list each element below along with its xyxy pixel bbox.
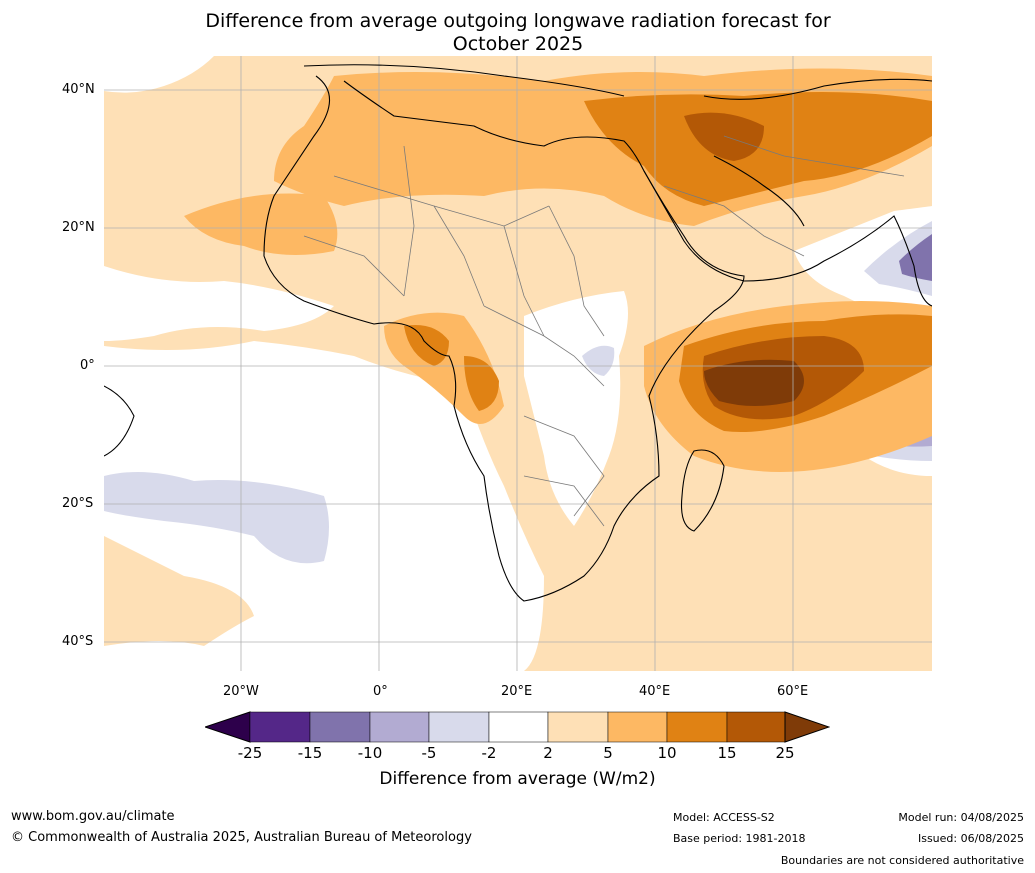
colorbar-segment-5 (488, 711, 549, 743)
colorbar-segment-1 (249, 711, 311, 743)
footer-url[interactable]: www.bom.gov.au/climate (11, 809, 175, 824)
colorbar-tick-7: 5 (603, 744, 613, 762)
lat-label-40s: 40°S (62, 634, 94, 649)
colorbar-svg (203, 711, 831, 743)
map-title: Difference from average outgoing longwav… (104, 10, 932, 56)
colorbar-tick-5: -2 (481, 744, 497, 762)
footer-model: Model: ACCESS-S2 (673, 811, 775, 824)
colorbar-tick-10: 25 (775, 744, 795, 762)
colorbar-segment-9 (726, 711, 786, 743)
colorbar (203, 711, 831, 743)
map-svg (104, 56, 932, 671)
footer-issued: Issued: 06/08/2025 (917, 832, 1024, 845)
colorbar-tick-1: -25 (237, 744, 263, 762)
footer-model-run: Model run: 04/08/2025 (898, 811, 1024, 824)
darkorange-region-middle-east (584, 92, 932, 206)
colorbar-segment-6 (547, 711, 609, 743)
brown-region-iraq (684, 112, 764, 161)
lon-label-20e: 20°E (501, 684, 533, 699)
colorbar-segment-3 (369, 711, 430, 743)
darkorange-region-congo-coast (404, 325, 449, 366)
orange-region-sahel-west (184, 193, 338, 255)
colorbar-arrow-low (203, 711, 251, 743)
colorbar-tick-2: -15 (297, 744, 323, 762)
coastlines (104, 64, 932, 602)
footer-base-period: Base period: 1981-2018 (673, 832, 806, 845)
lat-label-20n: 20°N (62, 220, 95, 235)
colorbar-tick-4: -5 (421, 744, 437, 762)
colorbar-segment-7 (607, 711, 668, 743)
colorbar-tick-6: 2 (543, 744, 553, 762)
footer-disclaimer: Boundaries are not considered authoritat… (780, 854, 1024, 867)
lat-label-20s: 20°S (62, 496, 94, 511)
lat-label-0: 0° (80, 358, 95, 373)
colorbar-segment-8 (666, 711, 728, 743)
footer-copyright: © Commonwealth of Australia 2025, Austra… (11, 830, 472, 845)
white-region-west-africa (104, 266, 334, 341)
white-region-north-atlantic (104, 56, 214, 93)
title-line-1: Difference from average outgoing longwav… (205, 10, 831, 32)
anomaly-map (104, 56, 932, 671)
colorbar-title: Difference from average (W/m2) (379, 769, 656, 789)
colorbar-segment-2 (309, 711, 371, 743)
colorbar-segment-4 (428, 711, 490, 743)
darkbrown-region-indian-ocean (704, 359, 804, 406)
lat-label-40n: 40°N (62, 82, 95, 97)
country-borders (303, 135, 905, 527)
darkorange-region-angola (464, 356, 499, 411)
title-line-2: October 2025 (452, 33, 584, 55)
lon-label-0: 0° (373, 684, 388, 699)
gridlines (104, 56, 932, 671)
purple-region-south-atlantic (104, 472, 329, 564)
purple-region-lake-victoria (582, 345, 615, 376)
colorbar-tick-9: 15 (717, 744, 737, 762)
colorbar-tick-3: -10 (357, 744, 383, 762)
colorbar-arrow-high (784, 711, 831, 743)
lon-label-40e: 40°E (639, 684, 671, 699)
lon-label-60e: 60°E (777, 684, 809, 699)
colorbar-tick-8: 10 (657, 744, 677, 762)
lon-label-20w: 20°W (223, 684, 259, 699)
purple-region-arabian-sea-core (899, 234, 932, 281)
